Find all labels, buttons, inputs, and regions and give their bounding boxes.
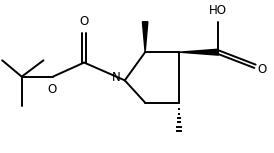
Polygon shape xyxy=(179,49,218,55)
Polygon shape xyxy=(142,22,148,52)
Text: HO: HO xyxy=(209,4,227,17)
Text: O: O xyxy=(47,83,56,96)
Text: N: N xyxy=(112,71,121,84)
Text: O: O xyxy=(79,15,89,28)
Text: O: O xyxy=(258,63,267,76)
